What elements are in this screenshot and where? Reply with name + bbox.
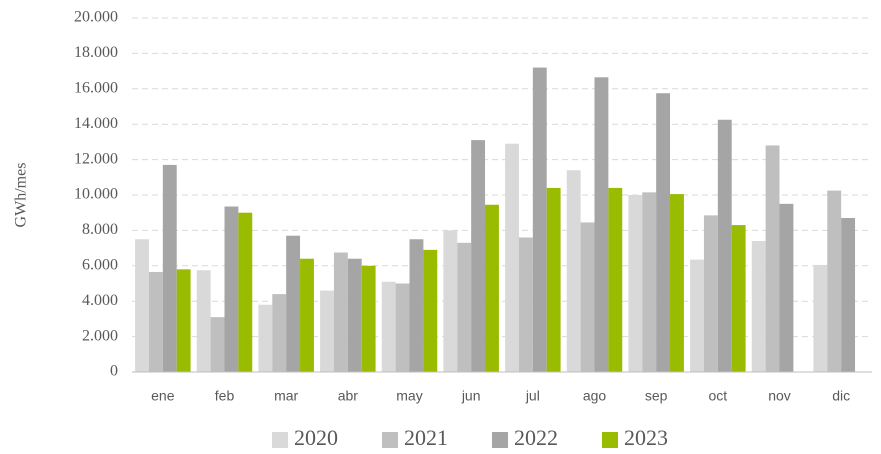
bar (210, 317, 225, 372)
bar (642, 192, 657, 372)
bar (717, 119, 732, 373)
legend-label: 2022 (514, 425, 558, 450)
x-tick-label: mar (274, 388, 298, 404)
bar (347, 258, 362, 372)
y-tick-label: 20.000 (74, 9, 118, 26)
bar (395, 283, 410, 372)
bar (443, 230, 458, 372)
legend-swatch (492, 432, 508, 448)
bar (656, 93, 671, 372)
y-tick-label: 4.000 (82, 292, 118, 309)
bar (286, 235, 301, 372)
bar (135, 239, 149, 372)
x-tick-label: jun (461, 388, 481, 404)
bar (258, 304, 273, 372)
bar (333, 252, 348, 372)
x-tick-label: ene (151, 388, 175, 404)
bar (546, 187, 561, 372)
bar (224, 206, 239, 372)
y-tick-label: 16.000 (74, 79, 118, 96)
bar (471, 140, 486, 372)
x-tick-label: feb (215, 388, 235, 404)
bar (409, 239, 424, 372)
x-tick-label: abr (338, 388, 359, 404)
bar (423, 249, 438, 372)
bar (485, 204, 499, 372)
bar (566, 170, 581, 372)
bar (731, 225, 746, 372)
bar (361, 265, 376, 372)
y-tick-label: 8.000 (82, 221, 118, 238)
bar (594, 77, 609, 373)
y-tick-label: 6.000 (82, 256, 118, 273)
bar (628, 195, 643, 372)
x-tick-label: nov (768, 388, 791, 404)
y-tick-label: 2.000 (82, 327, 118, 344)
bar (162, 164, 177, 372)
bar (196, 270, 211, 372)
bar (670, 194, 684, 372)
legend-label: 2020 (294, 425, 338, 450)
bar (176, 269, 191, 372)
y-tick-label: 12.000 (74, 150, 118, 167)
bar (518, 237, 533, 372)
x-tick-label: may (396, 388, 422, 404)
bar (532, 67, 547, 372)
bar (690, 259, 704, 372)
bar (765, 145, 780, 372)
bar (779, 203, 794, 372)
y-tick-label: 14.000 (74, 115, 118, 132)
bar (703, 215, 718, 372)
bar (457, 242, 472, 372)
bar (320, 290, 334, 372)
x-tick-label: ago (583, 388, 607, 404)
y-tick-label: 18.000 (74, 44, 118, 61)
legend-label: 2021 (404, 425, 448, 450)
x-tick-label: oct (708, 388, 727, 404)
bar (751, 241, 766, 372)
bar (827, 190, 842, 372)
bar (238, 212, 253, 372)
y-tick-label: 0 (110, 363, 118, 380)
bar (300, 258, 314, 372)
x-tick-label: sep (645, 388, 668, 404)
bar (381, 281, 396, 372)
bar (580, 222, 595, 372)
legend-swatch (272, 432, 288, 448)
bar (505, 143, 519, 372)
bar (841, 218, 856, 372)
x-tick-label: jul (525, 388, 540, 404)
legend-swatch (382, 432, 398, 448)
y-axis-label: GWh/mes (13, 163, 30, 228)
bar (608, 187, 623, 372)
legend-swatch (602, 432, 618, 448)
bar (148, 271, 163, 372)
x-tick-label: dic (832, 388, 850, 404)
legend-label: 2023 (624, 425, 668, 450)
bar (272, 294, 287, 372)
bar (813, 264, 828, 372)
y-tick-label: 10.000 (74, 186, 118, 203)
